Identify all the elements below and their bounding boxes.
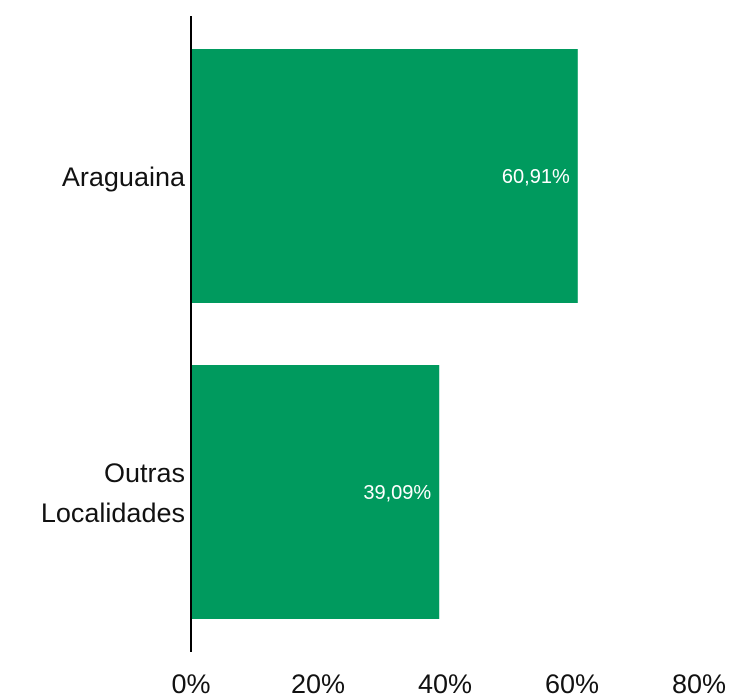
- category-label-0: Araguaina: [62, 162, 186, 192]
- bar-0: [191, 49, 578, 303]
- data-labels-group: 60,91% 39,09%: [363, 166, 570, 504]
- category-label-line: Localidades: [41, 498, 185, 528]
- data-label-1: 39,09%: [363, 482, 431, 504]
- category-label-line: Outras: [104, 458, 185, 488]
- x-tick-label-0: 0%: [171, 669, 210, 696]
- category-labels-group: Araguaina Outras Localidades: [41, 162, 186, 528]
- data-label-0: 60,91%: [502, 166, 570, 188]
- category-label-1: Outras Localidades: [41, 458, 185, 528]
- x-tick-label-2: 40%: [418, 669, 472, 696]
- x-tick-label-3: 60%: [545, 669, 599, 696]
- category-label-line: Araguaina: [62, 162, 186, 192]
- bar-1: [191, 365, 440, 619]
- bars-group: [191, 49, 578, 619]
- x-tick-labels-group: 0% 20% 40% 60% 80%: [171, 669, 726, 696]
- x-tick-label-1: 20%: [291, 669, 345, 696]
- x-tick-label-4: 80%: [672, 669, 726, 696]
